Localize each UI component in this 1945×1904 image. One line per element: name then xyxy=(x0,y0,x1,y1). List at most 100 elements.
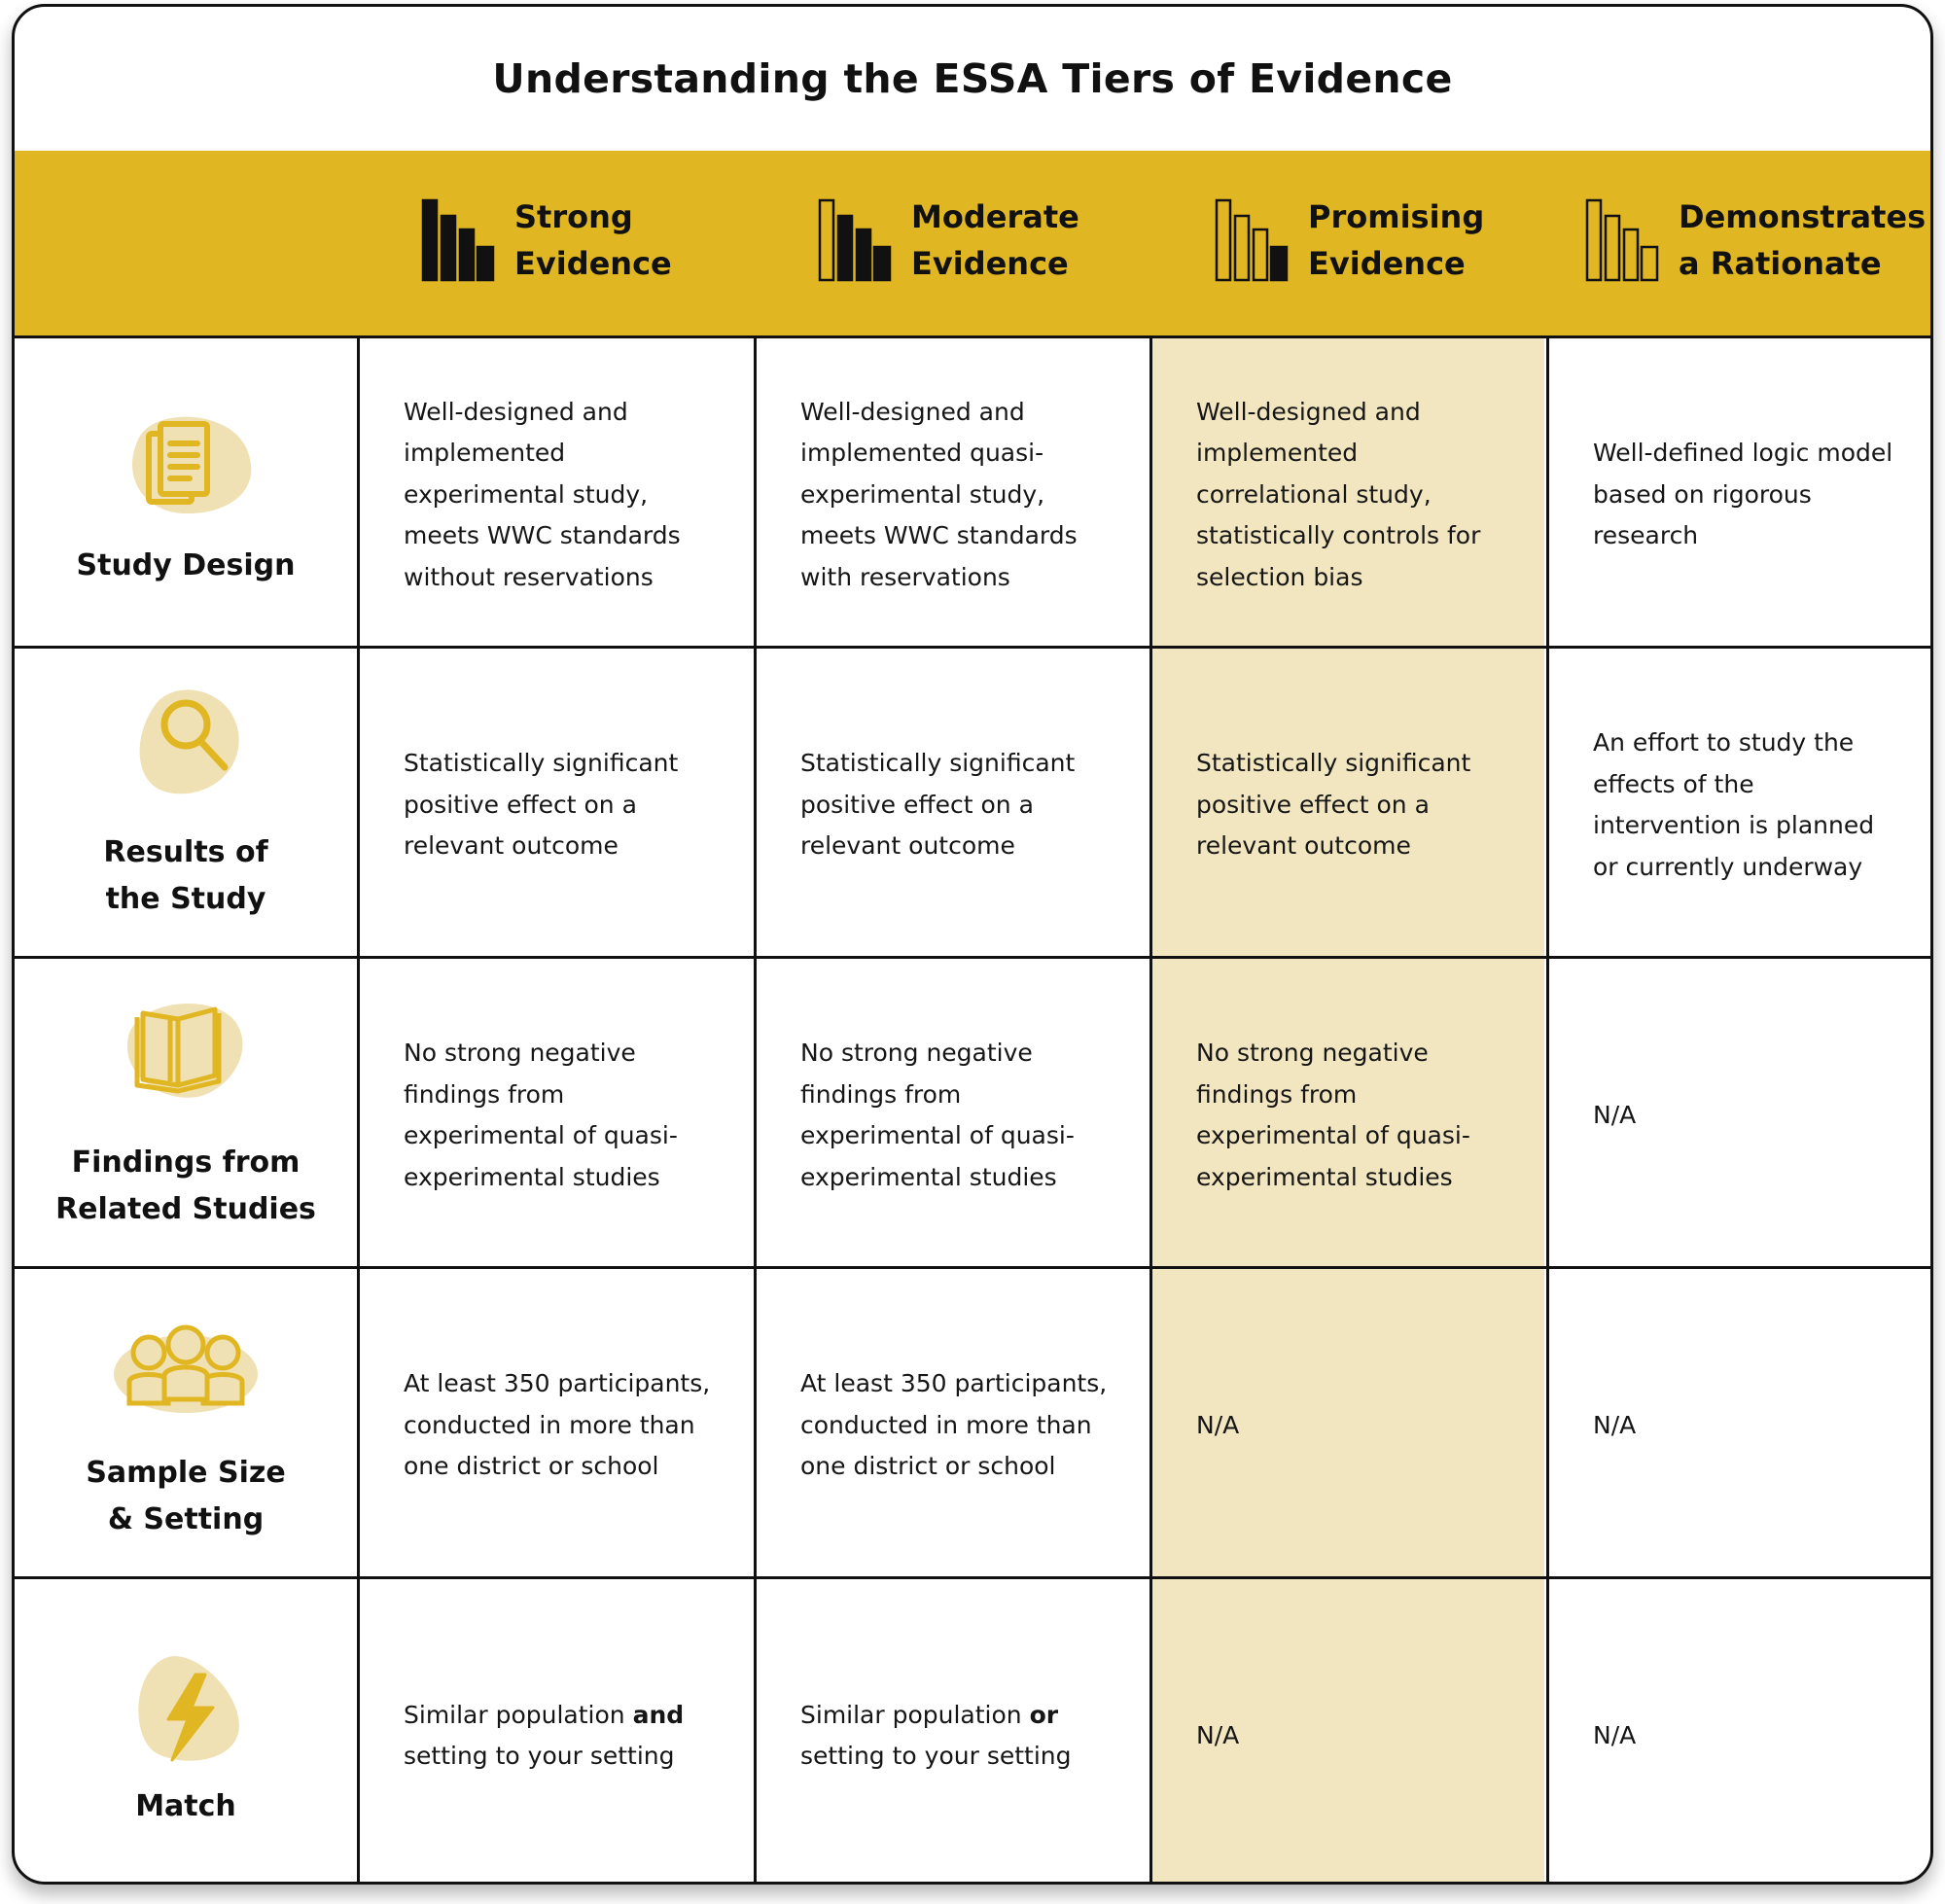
cell-line: findings from xyxy=(404,1075,694,1116)
tier-header-1: Strong Evidence xyxy=(421,194,767,287)
cell-emphasis: and xyxy=(632,1700,685,1729)
table-cell: Similar population or setting to your set… xyxy=(757,1582,1097,1882)
cell-line-text: effects of the xyxy=(1593,769,1754,798)
cell-line: with reservations xyxy=(800,557,1091,599)
cell-line-text: one district or school xyxy=(800,1452,1056,1481)
cell-text: N/A xyxy=(1549,1095,1890,1137)
lightning-bolt-icon xyxy=(138,1656,239,1762)
cell-line: An effort to study the xyxy=(1593,723,1884,764)
cell-line: positive effect on a xyxy=(800,785,1091,827)
bar-chart-three-filled-icon xyxy=(818,198,892,282)
cell-line-text: N/A xyxy=(1196,1410,1240,1439)
cell-line: Well-designed and xyxy=(800,392,1091,434)
cell-line: experimental of quasi- xyxy=(1196,1115,1487,1157)
tier-label-line2: Evidence xyxy=(514,245,672,282)
cell-line: N/A xyxy=(1593,1405,1884,1447)
cell-line: conducted in more than xyxy=(800,1405,1092,1447)
cell-text: An effort to study the effects of the inte… xyxy=(1549,723,1890,888)
cell-line: Well-defined logic model xyxy=(1593,433,1892,475)
cell-line-text: meets WWC standards xyxy=(404,521,681,550)
table-cell: No strong negative findings from experimen… xyxy=(1152,962,1493,1269)
cell-line: Similar population or xyxy=(800,1695,1091,1737)
cell-line-text: experimental studies xyxy=(800,1162,1057,1191)
row-divider xyxy=(15,1266,1930,1269)
cell-line: implemented quasi- xyxy=(800,433,1091,475)
cell-line: one district or school xyxy=(800,1446,1091,1488)
row-header: Match xyxy=(15,1579,357,1882)
cell-line: No strong negative xyxy=(1196,1033,1487,1075)
cell-line-text: experimental studies xyxy=(404,1162,660,1191)
cell-text: N/A xyxy=(1152,1405,1493,1447)
table-cell: N/A xyxy=(1152,1582,1493,1882)
cell-line-text: At least 350 participants, xyxy=(800,1369,1108,1398)
cell-line-text: relevant outcome xyxy=(1196,831,1411,861)
table-cell: N/A xyxy=(1549,1272,1890,1579)
tier-label-line1: Demonstrates xyxy=(1679,198,1927,235)
tier-header-3: Promising Evidence xyxy=(1215,194,1561,287)
row-label: Results of the Study xyxy=(15,829,357,923)
cell-line-text: experimental of quasi- xyxy=(404,1121,678,1149)
tier-header-2: Moderate Evidence xyxy=(818,194,1164,287)
bar-chart-outline-icon xyxy=(1585,198,1659,282)
cell-line: correlational study, xyxy=(1196,475,1487,516)
row-label: Study Design xyxy=(15,543,357,589)
cell-line: N/A xyxy=(1593,1095,1884,1137)
cell-line-text: No strong negative xyxy=(800,1039,1033,1067)
cell-line: Similar population and xyxy=(404,1695,694,1737)
cell-line-text: Well-designed and xyxy=(404,397,628,426)
cell-line-text: Statistically significant xyxy=(1196,749,1471,778)
bar-chart-full-icon xyxy=(421,198,495,282)
cell-text: Statistically significant positive effect… xyxy=(360,743,700,867)
row-header: Results of the Study xyxy=(15,649,357,956)
cell-line: positive effect on a xyxy=(404,785,694,827)
cell-line-text: or currently underway xyxy=(1593,852,1863,881)
cell-line-text: positive effect on a xyxy=(800,790,1034,819)
table-cell: No strong negative findings from experimen… xyxy=(757,962,1097,1269)
cell-line: findings from xyxy=(800,1075,1091,1116)
cell-text: No strong negative findings from experimen… xyxy=(360,1033,700,1198)
cell-line: experimental of quasi- xyxy=(404,1115,694,1157)
row-label-line2: Related Studies xyxy=(55,1192,316,1226)
row-label-line1: Study Design xyxy=(76,548,296,582)
cell-text: N/A xyxy=(1549,1405,1890,1447)
tier-label: Demonstrates a Rationate xyxy=(1679,194,1930,287)
cell-text: Well-designed and implemented quasi-exper… xyxy=(757,392,1097,599)
column-divider xyxy=(357,338,360,1882)
cell-line-text: Statistically significant xyxy=(404,749,679,778)
table-cell: Well-designed and implemented quasi-exper… xyxy=(757,341,1097,649)
tier-label-line2: Evidence xyxy=(1308,245,1466,282)
cell-line-text: An effort to study the xyxy=(1593,728,1855,757)
cell-line-text: findings from xyxy=(1196,1079,1358,1109)
table-cell: Well-designed and implemented correlationa… xyxy=(1152,341,1493,649)
tier-label: Promising Evidence xyxy=(1308,194,1561,287)
row-label-line1: Sample Size xyxy=(86,1456,286,1490)
table-cell: Statistically significant positive effect… xyxy=(757,652,1097,959)
cell-text: Well-defined logic model based on rigorou… xyxy=(1549,433,1892,557)
cell-line-text: implemented quasi- xyxy=(800,439,1044,468)
cell-line-text: relevant outcome xyxy=(800,831,1015,861)
cell-line: without reservations xyxy=(404,557,694,599)
cell-line-text: Well-defined logic model xyxy=(1593,439,1893,468)
cell-line: Well-designed and xyxy=(1196,392,1487,434)
cell-line: Statistically significant xyxy=(800,743,1091,785)
tier-label-line1: Moderate xyxy=(911,198,1079,235)
row-label: Sample Size & Setting xyxy=(15,1450,357,1543)
cell-line: N/A xyxy=(1196,1405,1487,1447)
row-divider xyxy=(15,1576,1930,1579)
table-cell: N/A xyxy=(1549,1582,1890,1882)
cell-line-text: experimental study, xyxy=(404,479,649,509)
magnifier-icon xyxy=(139,689,239,794)
row-header: Study Design xyxy=(15,338,357,646)
tier-label: Strong Evidence xyxy=(514,194,767,287)
cell-line: N/A xyxy=(1593,1715,1884,1757)
cell-text: At least 350 participants, conducted in m… xyxy=(757,1363,1107,1488)
table-cell: An effort to study the effects of the inte… xyxy=(1549,652,1890,959)
cell-line-text: selection bias xyxy=(1196,562,1363,591)
people-group-icon xyxy=(114,1324,258,1413)
row-label-line1: Findings from xyxy=(71,1146,301,1180)
cell-text: N/A xyxy=(1152,1715,1493,1757)
cell-line: meets WWC standards xyxy=(800,515,1091,557)
cell-emphasis: or xyxy=(1029,1700,1059,1729)
cell-line-text: intervention is planned xyxy=(1593,811,1875,839)
cell-line-text: conducted in more than xyxy=(800,1410,1092,1439)
